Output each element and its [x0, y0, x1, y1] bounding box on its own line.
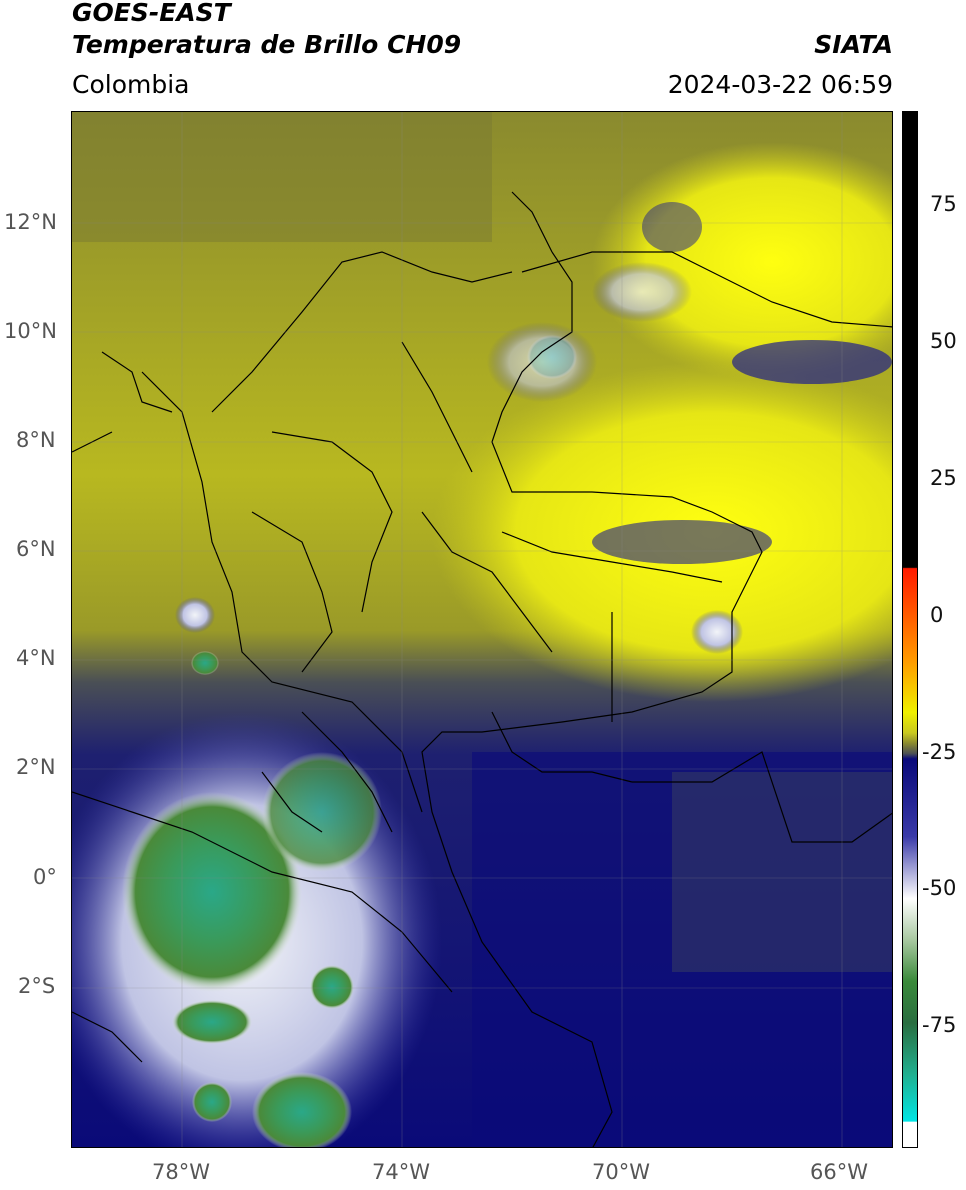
lat-label-4n: 4°N [16, 646, 56, 670]
colorbar-label-75: 75 [930, 192, 957, 216]
colorbar-label-minus25: -25 [922, 740, 957, 764]
lon-label-66w: 66°W [810, 1160, 868, 1184]
lat-label-6n: 6°N [16, 537, 56, 561]
product-title: Temperatura de Brillo CH09 [72, 30, 462, 59]
lat-label-10n: 10°N [4, 319, 57, 343]
brightness-temperature-image [72, 112, 892, 1147]
colorbar-gradient [903, 112, 917, 1147]
region-label: Colombia [72, 70, 190, 99]
colorbar-label-50: 50 [930, 329, 957, 353]
source-label: SIATA [814, 30, 893, 59]
colorbar-label-0: 0 [930, 603, 944, 627]
lon-label-78w: 78°W [152, 1160, 210, 1184]
datetime-label: 2024-03-22 06:59 [667, 70, 893, 99]
colorbar-label-minus50: -50 [922, 876, 957, 900]
lat-label-12n: 12°N [4, 210, 57, 234]
satellite-title: GOES-EAST [72, 0, 231, 27]
colorbar-label-minus75: -75 [922, 1013, 957, 1037]
satellite-map[interactable] [71, 111, 893, 1148]
lon-label-74w: 74°W [372, 1160, 430, 1184]
lat-label-2n: 2°N [16, 755, 56, 779]
lon-label-70w: 70°W [592, 1160, 650, 1184]
colorbar-label-25: 25 [930, 466, 957, 490]
colorbar [902, 111, 918, 1148]
lat-label-8n: 8°N [16, 428, 56, 452]
lat-label-2s: 2°S [18, 974, 56, 998]
lat-label-0: 0° [33, 865, 57, 889]
